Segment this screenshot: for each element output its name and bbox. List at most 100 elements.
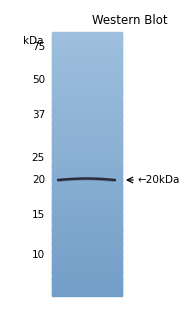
Bar xyxy=(52,226,122,227)
Bar xyxy=(52,139,122,140)
Bar xyxy=(52,41,122,42)
Bar xyxy=(52,135,122,137)
Bar xyxy=(52,91,122,92)
Bar xyxy=(52,104,122,105)
Bar xyxy=(52,289,122,290)
Bar xyxy=(52,283,122,284)
Bar xyxy=(52,250,122,252)
Bar xyxy=(52,149,122,150)
Bar xyxy=(52,293,122,294)
Bar xyxy=(52,224,122,225)
Bar xyxy=(52,215,122,217)
Bar xyxy=(52,132,122,133)
Bar xyxy=(52,36,122,37)
Bar xyxy=(52,196,122,197)
Bar xyxy=(52,260,122,261)
Bar xyxy=(52,141,122,142)
Bar xyxy=(52,123,122,125)
Bar xyxy=(52,165,122,167)
Bar xyxy=(52,256,122,257)
Bar xyxy=(52,113,122,115)
Bar xyxy=(52,242,122,244)
Text: 75: 75 xyxy=(32,42,45,52)
Bar xyxy=(52,184,122,185)
Bar xyxy=(52,146,122,147)
Bar xyxy=(52,106,122,107)
Bar xyxy=(52,156,122,157)
Bar xyxy=(52,70,122,71)
Bar xyxy=(52,100,122,102)
Bar xyxy=(52,125,122,126)
Bar xyxy=(52,285,122,287)
Bar xyxy=(52,36,122,38)
Bar xyxy=(52,281,122,282)
Bar xyxy=(52,50,122,52)
Bar xyxy=(52,249,122,251)
Bar xyxy=(52,276,122,277)
Bar xyxy=(52,277,122,278)
Bar xyxy=(52,92,122,94)
Bar xyxy=(52,261,122,262)
Bar xyxy=(52,80,122,82)
Bar xyxy=(52,287,122,289)
Bar xyxy=(52,220,122,221)
Bar xyxy=(52,89,122,90)
Bar xyxy=(52,88,122,90)
Bar xyxy=(52,122,122,124)
Bar xyxy=(52,206,122,208)
Bar xyxy=(52,269,122,271)
Bar xyxy=(52,205,122,207)
Bar xyxy=(52,74,122,75)
Bar xyxy=(52,49,122,50)
Bar xyxy=(52,209,122,210)
Bar xyxy=(52,252,122,253)
Bar xyxy=(52,97,122,98)
Bar xyxy=(52,144,122,146)
Bar xyxy=(52,124,122,125)
Bar xyxy=(52,43,122,44)
Bar xyxy=(52,223,122,225)
Bar xyxy=(52,285,122,286)
Bar xyxy=(52,86,122,87)
Bar xyxy=(52,203,122,204)
Bar xyxy=(52,228,122,230)
Bar xyxy=(52,210,122,211)
Bar xyxy=(52,150,122,151)
Bar xyxy=(52,245,122,246)
Bar xyxy=(52,218,122,219)
Bar xyxy=(52,291,122,292)
Bar xyxy=(52,175,122,176)
Bar xyxy=(52,135,122,136)
Text: 10: 10 xyxy=(32,250,45,260)
Bar xyxy=(52,158,122,160)
Bar xyxy=(52,187,122,188)
Bar xyxy=(52,150,122,152)
Bar xyxy=(52,242,122,243)
Bar xyxy=(52,129,122,131)
Bar xyxy=(52,216,122,218)
Bar xyxy=(52,269,122,270)
Bar xyxy=(52,180,122,181)
Bar xyxy=(52,117,122,118)
Bar xyxy=(52,278,122,280)
Bar xyxy=(52,95,122,96)
Bar xyxy=(52,133,122,134)
Bar xyxy=(52,38,122,40)
Bar xyxy=(52,105,122,106)
Bar xyxy=(52,110,122,112)
Bar xyxy=(52,86,122,88)
Bar xyxy=(52,65,122,66)
Bar xyxy=(52,77,122,78)
Bar xyxy=(52,178,122,180)
Bar xyxy=(52,194,122,196)
Bar xyxy=(52,236,122,238)
Bar xyxy=(52,227,122,229)
Bar xyxy=(52,185,122,187)
Bar xyxy=(52,221,122,223)
Bar xyxy=(52,198,122,199)
Bar xyxy=(52,225,122,226)
Bar xyxy=(52,240,122,241)
Bar xyxy=(52,32,122,33)
Bar xyxy=(52,155,122,156)
Bar xyxy=(52,57,122,59)
